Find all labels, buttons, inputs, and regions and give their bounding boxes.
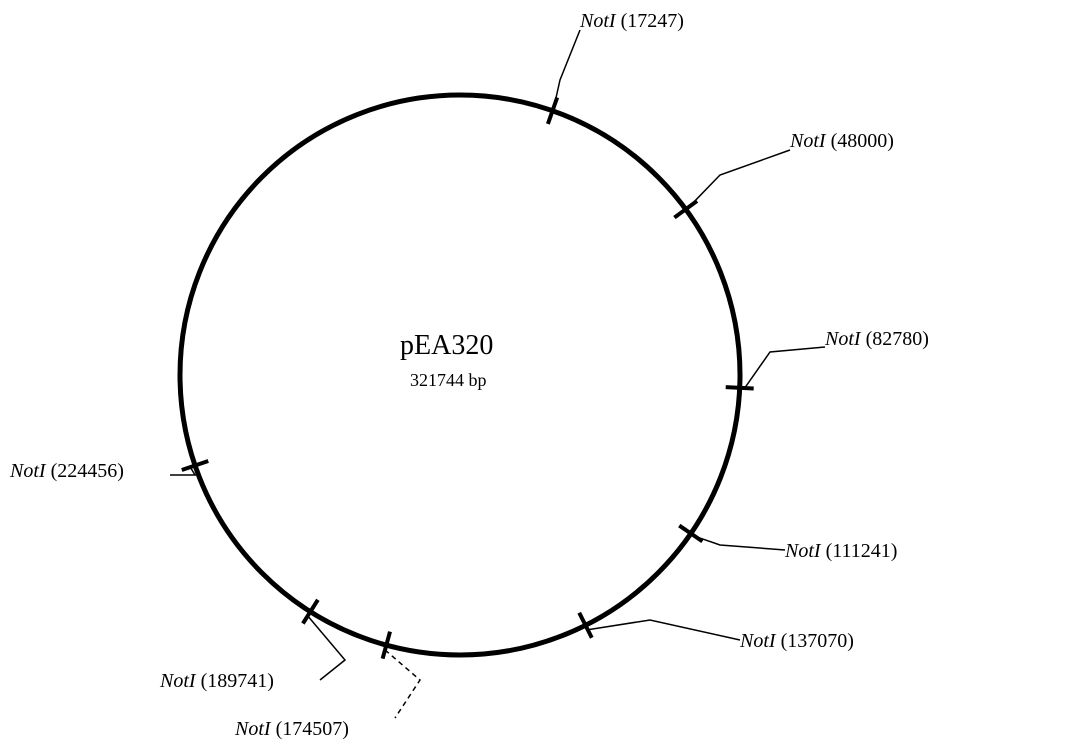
enzyme-name: NotI xyxy=(580,10,616,32)
restriction-site-label: NotI (224456) xyxy=(10,460,124,483)
restriction-tick xyxy=(726,387,754,388)
enzyme-position: (189741) xyxy=(196,670,274,692)
leader-line xyxy=(385,650,420,718)
restriction-site-label: NotI (174507) xyxy=(235,718,349,741)
restriction-site-label: NotI (82780) xyxy=(825,328,929,351)
enzyme-name: NotI xyxy=(235,718,271,740)
enzyme-position: (111241) xyxy=(821,540,898,562)
plasmid-svg xyxy=(0,0,1067,753)
restriction-site-label: NotI (48000) xyxy=(790,130,894,153)
enzyme-name: NotI xyxy=(790,130,826,152)
enzyme-position: (48000) xyxy=(826,130,894,152)
enzyme-position: (137070) xyxy=(776,630,854,652)
plasmid-name: pEA320 xyxy=(400,330,493,362)
restriction-site-label: NotI (189741) xyxy=(160,670,274,693)
restriction-tick xyxy=(674,201,697,218)
plasmid-size: 321744 bp xyxy=(410,370,487,391)
restriction-site-label: NotI (111241) xyxy=(785,540,897,563)
enzyme-name: NotI xyxy=(10,460,46,482)
leader-line xyxy=(554,30,580,106)
enzyme-position: (17247) xyxy=(616,10,684,32)
enzyme-name: NotI xyxy=(825,328,861,350)
leader-line xyxy=(588,620,740,640)
leader-line xyxy=(695,536,785,550)
enzyme-position: (174507) xyxy=(271,718,349,740)
enzyme-position: (82780) xyxy=(861,328,929,350)
leader-line xyxy=(690,150,790,206)
enzyme-name: NotI xyxy=(740,630,776,652)
restriction-site-label: NotI (137070) xyxy=(740,630,854,653)
enzyme-position: (224456) xyxy=(46,460,124,482)
enzyme-name: NotI xyxy=(785,540,821,562)
restriction-tick xyxy=(679,526,702,542)
leader-line xyxy=(745,347,825,388)
restriction-site-label: NotI (17247) xyxy=(580,10,684,33)
enzyme-name: NotI xyxy=(160,670,196,692)
plasmid-map: pEA320 321744 bp NotI (17247)NotI (48000… xyxy=(0,0,1067,753)
